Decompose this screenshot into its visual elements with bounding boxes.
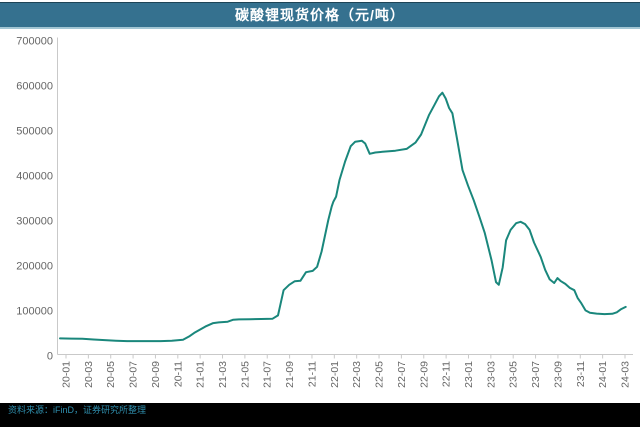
x-tick-label: 21-11 (306, 361, 318, 387)
x-tick-label: 20-03 (83, 361, 95, 388)
x-tick-label: 23-07 (530, 361, 542, 388)
x-tick-label: 24-01 (597, 361, 609, 388)
x-tick-label: 24-03 (620, 361, 632, 388)
x-tick-label: 22-03 (351, 361, 363, 388)
x-tick-label: 21-01 (195, 361, 207, 388)
x-tick-label: 23-03 (485, 361, 497, 388)
x-tick-label: 20-11 (172, 361, 184, 387)
price-line (59, 91, 627, 343)
y-tick-label: 700000 (16, 36, 53, 48)
x-tick-label: 21-09 (284, 361, 296, 388)
x-tick-label: 23-09 (552, 361, 564, 388)
x-tick-label: 23-11 (575, 361, 587, 387)
chart-title: 碳酸锂现货价格（元/吨） (235, 7, 405, 23)
y-tick-label: 100000 (16, 306, 53, 318)
x-tick-label: 22-11 (441, 361, 453, 387)
x-tick-label: 20-05 (105, 361, 117, 388)
y-tick-label: 400000 (16, 171, 53, 183)
x-tick-label: 22-07 (396, 361, 408, 388)
x-tick-label: 22-09 (418, 361, 430, 388)
x-tick-label: 22-05 (374, 361, 386, 388)
x-tick-label: 20-01 (61, 361, 73, 388)
x-tick-label: 23-05 (508, 361, 520, 388)
x-tick-label: 20-09 (150, 361, 162, 388)
y-tick-label: 300000 (16, 216, 53, 228)
footer-bar: 资料来源：iFinD，证券研究所整理 (0, 403, 640, 427)
source-note: 资料来源：iFinD，证券研究所整理 (8, 405, 147, 415)
chart-header-bar: 碳酸锂现货价格（元/吨） (0, 2, 640, 29)
x-tick-label: 23-01 (463, 361, 475, 388)
x-tick-label: 21-03 (217, 361, 229, 388)
y-tick-label: 600000 (16, 81, 53, 93)
x-tick-label: 21-05 (239, 361, 251, 388)
x-tick-label: 21-07 (262, 361, 274, 388)
y-tick-label: 200000 (16, 261, 53, 273)
x-tick-label: 20-07 (128, 361, 140, 388)
y-tick-label: 500000 (16, 126, 53, 138)
y-tick-label: 0 (47, 351, 53, 363)
x-tick-label: 22-01 (329, 361, 341, 388)
